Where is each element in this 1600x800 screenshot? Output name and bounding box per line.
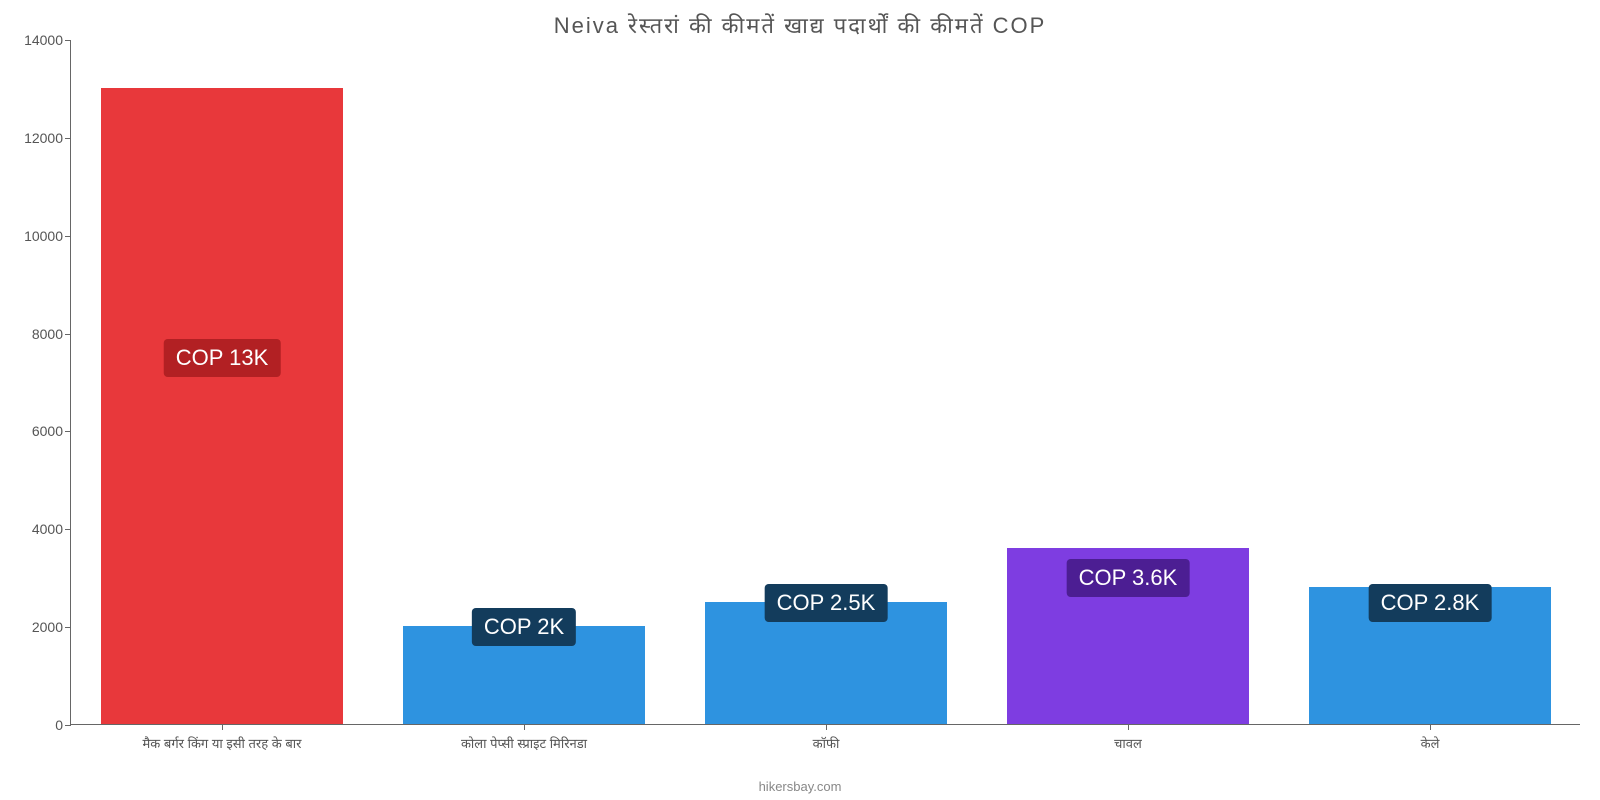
bar (101, 88, 343, 724)
x-category-label: कोला पेप्सी स्प्राइट मिरिनडा (461, 734, 587, 752)
xtick-mark (524, 724, 525, 730)
price-chart: Neiva रेस्तरां की कीमतें खाद्य पदार्थों … (0, 0, 1600, 800)
ytick-label: 4000 (32, 521, 63, 537)
ytick-mark (65, 529, 71, 530)
chart-footer: hikersbay.com (759, 779, 842, 794)
xtick-mark (222, 724, 223, 730)
ytick-label: 2000 (32, 619, 63, 635)
ytick-label: 14000 (24, 32, 63, 48)
ytick-mark (65, 138, 71, 139)
ytick-label: 8000 (32, 326, 63, 342)
x-category-label: कॉफी (813, 734, 840, 752)
xtick-mark (1430, 724, 1431, 730)
ytick-mark (65, 627, 71, 628)
ytick-mark (65, 431, 71, 432)
xtick-mark (1128, 724, 1129, 730)
bar-value-label: COP 3.6K (1067, 559, 1190, 597)
ytick-mark (65, 236, 71, 237)
plot-area: 02000400060008000100001200014000मैक बर्ग… (70, 40, 1580, 725)
ytick-label: 10000 (24, 228, 63, 244)
x-category-label: मैक बर्गर किंग या इसी तरह के बार (143, 734, 302, 752)
bar-value-label: COP 13K (164, 339, 281, 377)
ytick-mark (65, 40, 71, 41)
ytick-label: 6000 (32, 423, 63, 439)
bar-value-label: COP 2.8K (1369, 584, 1492, 622)
bar-value-label: COP 2.5K (765, 584, 888, 622)
xtick-mark (826, 724, 827, 730)
chart-title: Neiva रेस्तरां की कीमतें खाद्य पदार्थों … (0, 0, 1600, 40)
bar-value-label: COP 2K (472, 608, 576, 646)
ytick-mark (65, 725, 71, 726)
ytick-label: 12000 (24, 130, 63, 146)
ytick-label: 0 (55, 717, 63, 733)
x-category-label: चावल (1114, 734, 1142, 752)
x-category-label: केले (1421, 734, 1440, 752)
ytick-mark (65, 334, 71, 335)
